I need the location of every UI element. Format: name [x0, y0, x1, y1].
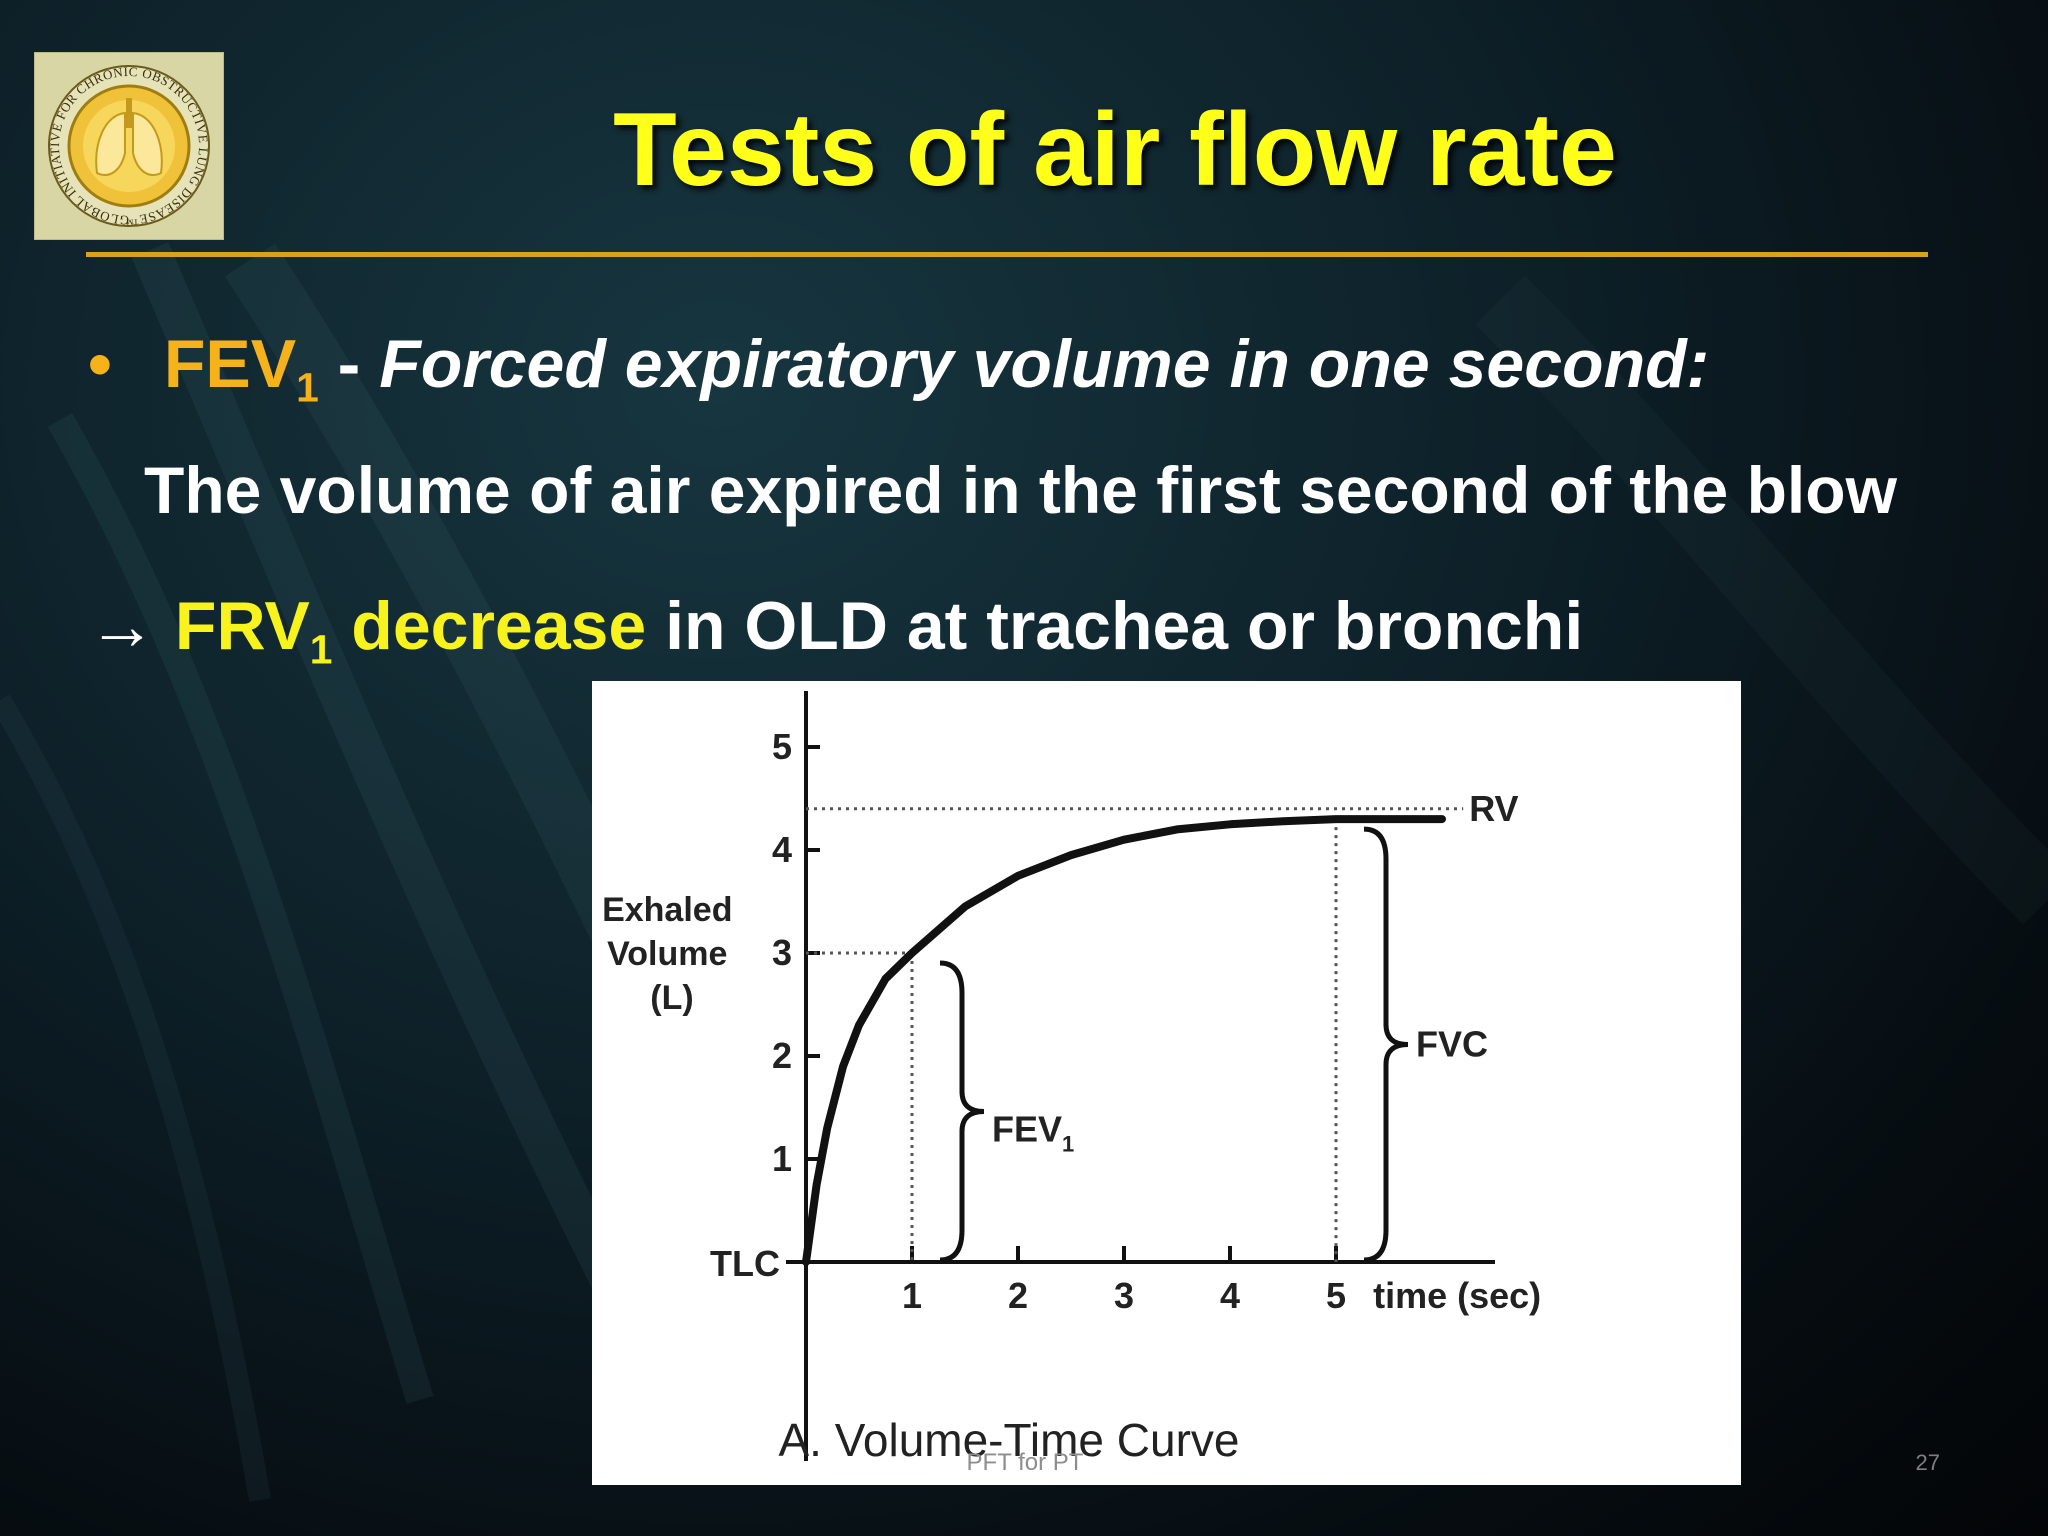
fvc-brace: [1363, 826, 1409, 1263]
page-number: 27: [1915, 1450, 1940, 1475]
fev1-brace: [939, 960, 985, 1263]
arrow-icon: →: [88, 588, 156, 664]
title-divider: [86, 252, 1928, 257]
fev1-annotation: FEV1: [992, 1109, 1074, 1157]
gold-logo: GLOBAL INITIATIVE FOR CHRONIC OBSTRUCTIV…: [34, 52, 224, 240]
fev1-subscript: 1: [296, 364, 319, 411]
frv1-statement: → FRV1 decrease in OLD at trachea or bro…: [88, 586, 1584, 670]
x-tick-label: 3: [1114, 1275, 1134, 1316]
fvc-annotation: FVC: [1416, 1024, 1488, 1065]
slide-title: Tests of air flow rate: [613, 92, 1617, 208]
volume-time-chart: 1 2 3 4 5 1 2 3 4 5 TLC time (sec) FEV1 FVC RV Exhaled…: [592, 681, 1741, 1485]
frv1-term: FRV: [174, 588, 310, 664]
y-tick-label: 2: [772, 1035, 792, 1076]
frv1-subscript: 1: [309, 626, 333, 673]
origin-label-tlc: TLC: [710, 1243, 780, 1284]
chart-title: A. Volume-Time Curve: [779, 1414, 1240, 1466]
footer-text: PFT for PT: [966, 1449, 1084, 1476]
rv-annotation: RV: [1469, 788, 1518, 829]
y-tick-label: 4: [772, 829, 792, 870]
volume-time-curve: [802, 815, 1446, 1266]
x-tick-label: 5: [1326, 1275, 1346, 1316]
bullet-dot: •: [88, 326, 112, 402]
x-axis-label: time (sec): [1373, 1275, 1541, 1316]
frv1-decrease: decrease: [332, 588, 647, 664]
bullet-fev1: • FEV1 - Forced expiratory volume in one …: [88, 324, 1710, 408]
fev1-dash: -: [318, 326, 380, 402]
x-tick-label: 1: [902, 1275, 922, 1316]
frv1-rest: in OLD at trachea or bronchi: [646, 588, 1584, 664]
y-tick-label: 3: [772, 932, 792, 973]
gold-logo-image: GLOBAL INITIATIVE FOR CHRONIC OBSTRUCTIV…: [47, 64, 211, 228]
fev1-term: FEV: [163, 326, 297, 402]
y-axis-label: Exhaled Volume (L): [602, 891, 742, 1017]
x-tick-label: 2: [1008, 1275, 1028, 1316]
fev1-definition: Forced expiratory volume in one second:: [379, 326, 1710, 402]
fev1-detail: The volume of air expired in the first s…: [144, 453, 1897, 527]
y-tick-label: 5: [772, 726, 792, 767]
chart-canvas: 1 2 3 4 5 1 2 3 4 5 TLC time (sec) FEV1 FVC RV Exhaled…: [602, 691, 1541, 1466]
y-tick-label: 1: [772, 1138, 792, 1179]
x-tick-label: 4: [1220, 1275, 1240, 1316]
